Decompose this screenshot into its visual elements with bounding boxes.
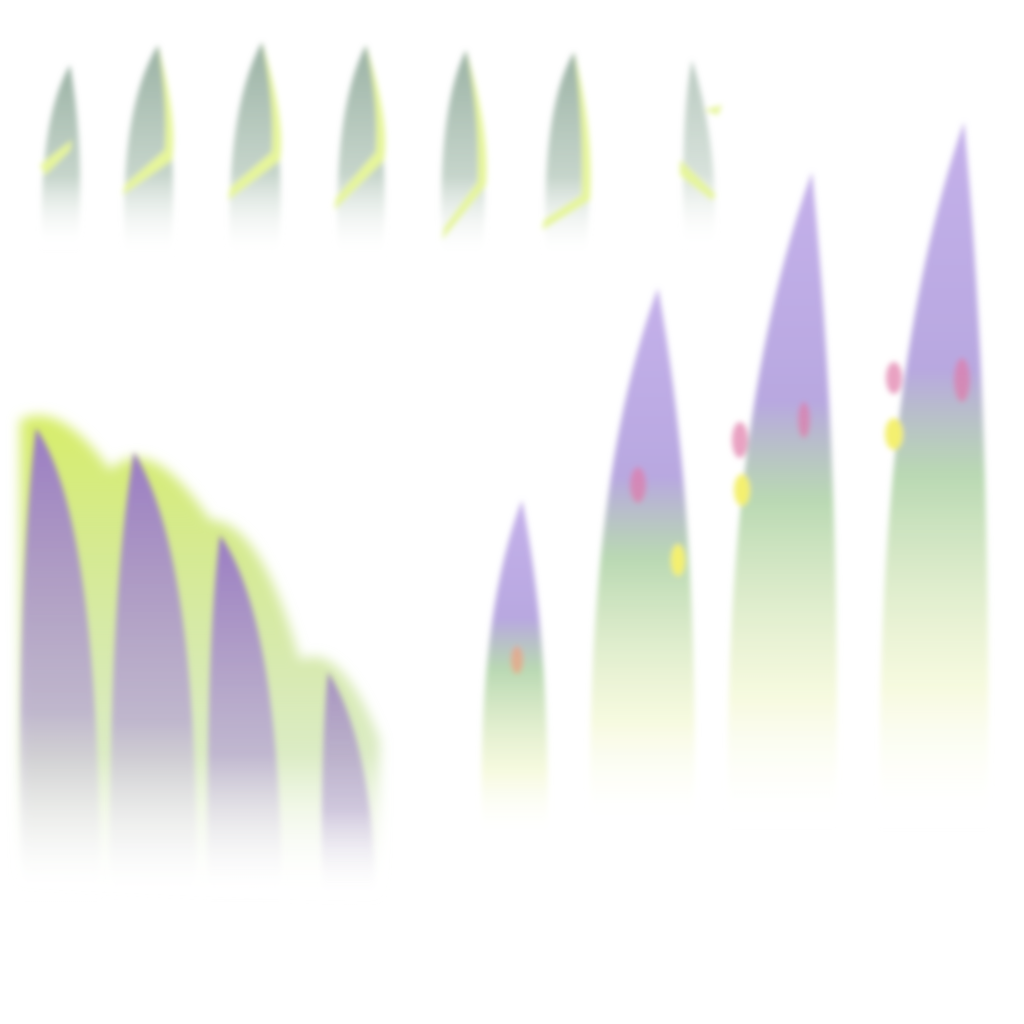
top-row-leaf-sprites [40, 42, 722, 260]
leaf-sprite [542, 52, 591, 260]
growth-stage-1 [481, 500, 549, 840]
leaf-sprite [334, 45, 386, 260]
leaf-sprite [122, 45, 174, 260]
leaf-sprite [441, 50, 487, 260]
growth-stage-2 [589, 288, 695, 830]
purple-blade-cluster [20, 415, 380, 900]
leaf-sprite [228, 42, 282, 260]
growth-stage-4 [879, 122, 989, 830]
growth-stage-3 [727, 172, 837, 830]
leaf-sprite [40, 65, 81, 250]
leaf-sprite [680, 60, 722, 250]
growth-stage-sprites [481, 122, 989, 840]
